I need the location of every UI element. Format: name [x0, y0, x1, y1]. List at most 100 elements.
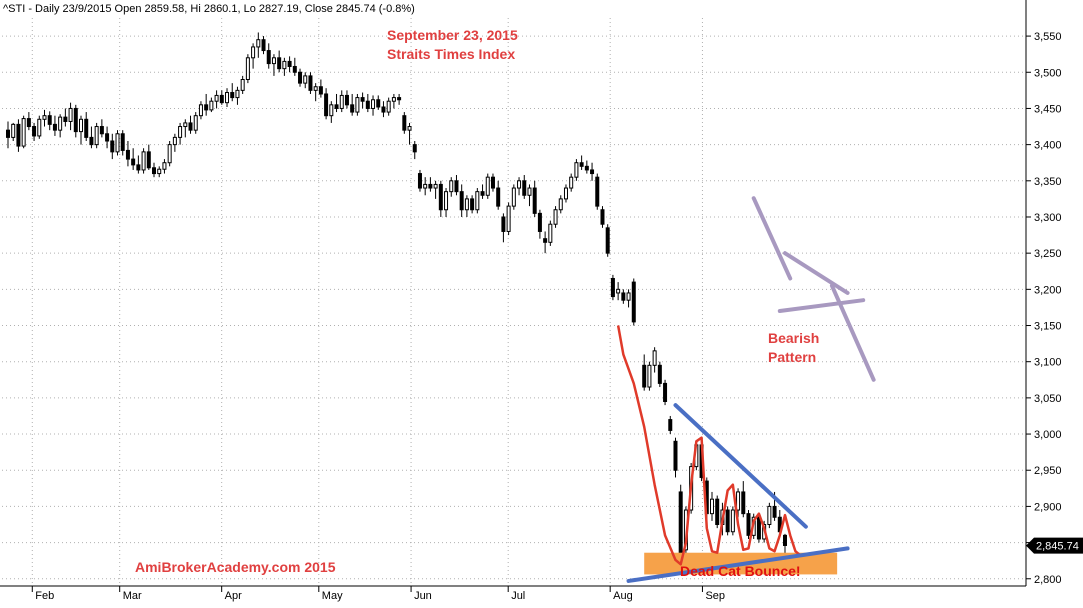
- candle: [146, 144, 151, 170]
- candle-body-down: [537, 212, 542, 232]
- candle-body-up: [256, 39, 261, 48]
- y-tick-label: 3,550: [1034, 31, 1062, 43]
- candle: [449, 177, 454, 197]
- candle-layer: [6, 32, 787, 568]
- candle-body-up: [511, 187, 516, 207]
- candle: [198, 101, 203, 120]
- candle: [407, 122, 412, 145]
- candle-body-down: [360, 97, 365, 102]
- candle-body-down: [277, 57, 282, 70]
- candle: [261, 36, 266, 55]
- overlay-layer: [616, 196, 876, 583]
- candle-body-down: [344, 94, 349, 106]
- candle: [381, 101, 386, 118]
- candle: [214, 90, 219, 109]
- candle-body-up: [444, 191, 449, 211]
- candle-body-down: [292, 65, 297, 73]
- candle-body-down: [73, 107, 78, 133]
- candle: [193, 112, 198, 134]
- candle: [454, 175, 459, 196]
- candle: [324, 88, 329, 120]
- candle: [99, 119, 104, 138]
- candle: [32, 122, 37, 142]
- candle-body-down: [287, 60, 292, 67]
- month-label: Jul: [511, 590, 525, 602]
- candle-body-down: [642, 364, 647, 388]
- candle-body-up: [736, 491, 741, 511]
- candle: [376, 95, 381, 110]
- candle: [209, 97, 214, 113]
- candle: [277, 50, 282, 73]
- candle-body-down: [501, 216, 506, 232]
- upper-trend-line: [673, 403, 808, 529]
- candle-body-up: [553, 209, 558, 225]
- month-label: Aug: [613, 590, 633, 602]
- candle: [266, 43, 271, 69]
- candle: [178, 122, 183, 145]
- header-text: ^STI - Daily 23/9/2015 Open 2859.58, Hi …: [3, 3, 415, 15]
- candle: [115, 130, 120, 156]
- candle-body-up: [172, 136, 177, 146]
- bearish-pattern-stroke: [783, 251, 850, 295]
- candle-body-up: [433, 183, 438, 189]
- bearish-pattern-stroke: [751, 196, 793, 281]
- candle: [657, 361, 662, 388]
- candle-body-down: [350, 104, 355, 113]
- y-tick-label: 3,100: [1034, 357, 1062, 369]
- candle-body-up: [506, 205, 511, 232]
- candle-body-down: [668, 419, 673, 431]
- candle: [438, 180, 443, 217]
- candle: [485, 173, 490, 199]
- candle: [746, 510, 751, 539]
- candle: [527, 184, 532, 207]
- lower-trend-line: [626, 546, 850, 583]
- candle: [616, 282, 621, 301]
- candle-body-down: [120, 133, 125, 151]
- candle-body-up: [303, 75, 308, 84]
- candle: [595, 173, 600, 210]
- candle: [235, 86, 240, 105]
- candle: [532, 180, 537, 217]
- candle: [433, 180, 438, 199]
- candle-body-down: [595, 176, 600, 207]
- candle: [120, 130, 125, 156]
- candle-body-up: [214, 94, 219, 102]
- candle: [725, 506, 730, 536]
- candle: [626, 289, 631, 308]
- candle-body-down: [428, 183, 433, 189]
- candle: [631, 278, 636, 326]
- candle-body-down: [365, 100, 370, 109]
- month-label: Sep: [705, 590, 725, 602]
- candle: [292, 57, 297, 76]
- candle-body-up: [423, 183, 428, 189]
- candle-body-up: [563, 187, 568, 200]
- candle: [470, 195, 475, 214]
- candle: [501, 213, 506, 243]
- candle-body-up: [141, 151, 146, 171]
- candle: [329, 101, 334, 123]
- candle-body-up: [68, 107, 73, 122]
- dead-cat-bounce-label: Dead Cat Bounce!: [680, 563, 801, 579]
- candle: [736, 488, 741, 518]
- candle-body-up: [79, 118, 84, 133]
- candle: [522, 175, 527, 199]
- candle-body-up: [251, 46, 256, 59]
- month-label: Apr: [225, 590, 242, 602]
- candle: [136, 155, 141, 174]
- candle: [303, 72, 308, 89]
- candle-body-down: [605, 227, 610, 254]
- candle-body-down: [715, 498, 720, 525]
- candle-body-down: [412, 144, 417, 153]
- candle-body-down: [266, 50, 271, 65]
- candle-body-down: [522, 180, 527, 196]
- y-tick-label: 3,150: [1034, 321, 1062, 333]
- candle: [558, 195, 563, 214]
- candle-body-up: [730, 509, 735, 533]
- candle: [6, 121, 10, 149]
- candle-body-down: [188, 122, 193, 131]
- candle: [548, 220, 553, 246]
- candle: [496, 180, 501, 210]
- y-tick-label: 3,450: [1034, 103, 1062, 115]
- candle: [647, 361, 652, 391]
